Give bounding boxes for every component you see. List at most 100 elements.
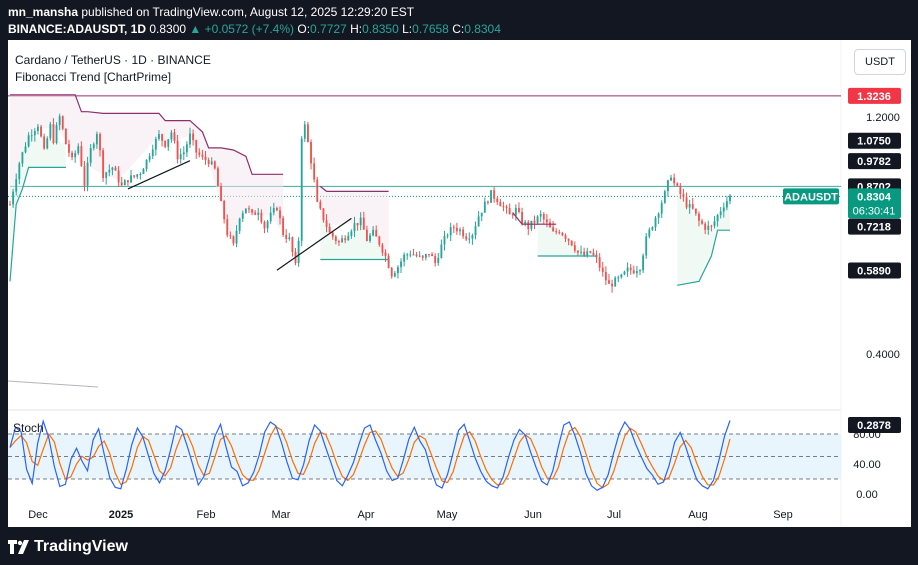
history-line xyxy=(8,380,99,388)
candle-body xyxy=(415,254,418,257)
publisher-name[interactable]: mn_mansha xyxy=(8,5,79,19)
candle-body xyxy=(657,213,660,218)
candle-body xyxy=(27,135,30,147)
candle-body xyxy=(682,193,685,198)
candle-body xyxy=(710,225,713,227)
indicator-label[interactable]: Fibonacci Trend [ChartPrime] xyxy=(15,70,172,84)
currency-button[interactable]: USDT xyxy=(854,49,906,75)
stoch-label[interactable]: Stoch xyxy=(13,421,44,435)
candle-body xyxy=(95,134,98,145)
candle-body xyxy=(663,191,666,203)
candle-body xyxy=(480,212,483,217)
candle-body xyxy=(179,154,182,160)
candle-body xyxy=(275,207,278,211)
y-tick-label: 1.2000 xyxy=(866,112,900,124)
candle-body xyxy=(431,254,433,257)
candle-body xyxy=(443,236,446,245)
candle-body xyxy=(567,238,570,241)
candle-body xyxy=(639,270,641,272)
candle-body xyxy=(648,229,651,237)
candle-body xyxy=(266,221,269,229)
candle-body xyxy=(307,124,309,142)
candle-body xyxy=(300,138,303,241)
stoch-k-line xyxy=(9,419,731,492)
candle-body xyxy=(356,222,359,226)
candle-body xyxy=(123,180,126,186)
trend-line-0 xyxy=(127,160,191,190)
candle-body xyxy=(303,124,306,139)
fib-high-fill-1 xyxy=(320,186,389,265)
candle-body xyxy=(558,231,561,233)
candle-body xyxy=(347,236,350,241)
candle-body xyxy=(80,146,83,167)
symbol-tag xyxy=(783,188,839,205)
price-label-text: 1.0750 xyxy=(857,136,891,148)
candle-body xyxy=(279,210,281,219)
candle-body xyxy=(471,235,474,239)
candles xyxy=(9,113,731,293)
candle-body xyxy=(592,252,595,255)
candle-body xyxy=(235,230,238,244)
last-price: 0.8300 xyxy=(149,22,187,36)
candle-body xyxy=(632,270,635,274)
candle-body xyxy=(260,212,263,222)
candle-body xyxy=(651,227,654,230)
candle-body xyxy=(555,231,558,233)
candle-body xyxy=(12,191,15,205)
price-label-text: 0.2878 xyxy=(857,420,891,432)
candle-body xyxy=(608,280,610,284)
tradingview-logo[interactable]: TradingView xyxy=(8,538,128,556)
candle-body xyxy=(530,220,533,230)
candle-body xyxy=(133,175,136,177)
candle-body xyxy=(384,252,387,256)
high-label: H: xyxy=(350,22,363,36)
close-label: C: xyxy=(452,22,465,36)
candle-body xyxy=(626,267,629,272)
candle-body xyxy=(282,218,285,235)
candle-body xyxy=(244,208,247,214)
candle-body xyxy=(263,221,266,229)
price-label-text: 0.5890 xyxy=(857,266,891,278)
candle-body xyxy=(341,238,343,243)
candle-body xyxy=(151,149,154,157)
candle-body xyxy=(570,240,573,246)
x-axis-label: Apr xyxy=(357,509,374,521)
x-axis-label: Jun xyxy=(524,509,542,521)
candle-body xyxy=(455,227,458,232)
candle-body xyxy=(74,153,77,158)
chart-panel[interactable]: 1.20000.40001.00001.32361.07500.97820.87… xyxy=(8,40,911,527)
candle-body xyxy=(514,207,517,216)
candle-body xyxy=(701,220,703,224)
candle-body xyxy=(670,177,672,181)
candle-body xyxy=(629,267,632,271)
candle-body xyxy=(319,201,322,209)
candle-body xyxy=(77,146,80,154)
candle-body xyxy=(37,126,39,131)
candle-body xyxy=(102,150,105,179)
stoch-tick-label: 80.00 xyxy=(853,429,881,441)
candle-body xyxy=(40,126,42,137)
candle-body xyxy=(350,231,353,237)
candle-body xyxy=(707,225,710,230)
candle-body xyxy=(694,208,697,214)
candle-body xyxy=(421,255,424,258)
candle-body xyxy=(362,217,365,230)
candle-body xyxy=(61,116,64,129)
candle-body xyxy=(220,186,222,202)
y-tick-label: 0.4000 xyxy=(866,349,900,361)
chart-canvas[interactable]: 1.20000.40001.00001.32361.07500.97820.87… xyxy=(8,40,911,527)
candle-body xyxy=(583,251,586,256)
candle-body xyxy=(418,255,421,257)
candle-body xyxy=(248,208,250,210)
candle-body xyxy=(577,250,579,253)
price-change: ▲ +0.0572 (+7.4%) xyxy=(189,22,295,36)
candle-body xyxy=(192,133,195,141)
candle-body xyxy=(18,163,21,180)
symbol-tag-text: ADAUSDT xyxy=(784,191,838,203)
candle-body xyxy=(549,222,551,228)
candle-body xyxy=(505,206,508,208)
stoch-d-line xyxy=(9,425,731,489)
x-axis-label: May xyxy=(437,509,458,521)
candle-body xyxy=(409,254,412,256)
candle-body xyxy=(660,202,663,214)
